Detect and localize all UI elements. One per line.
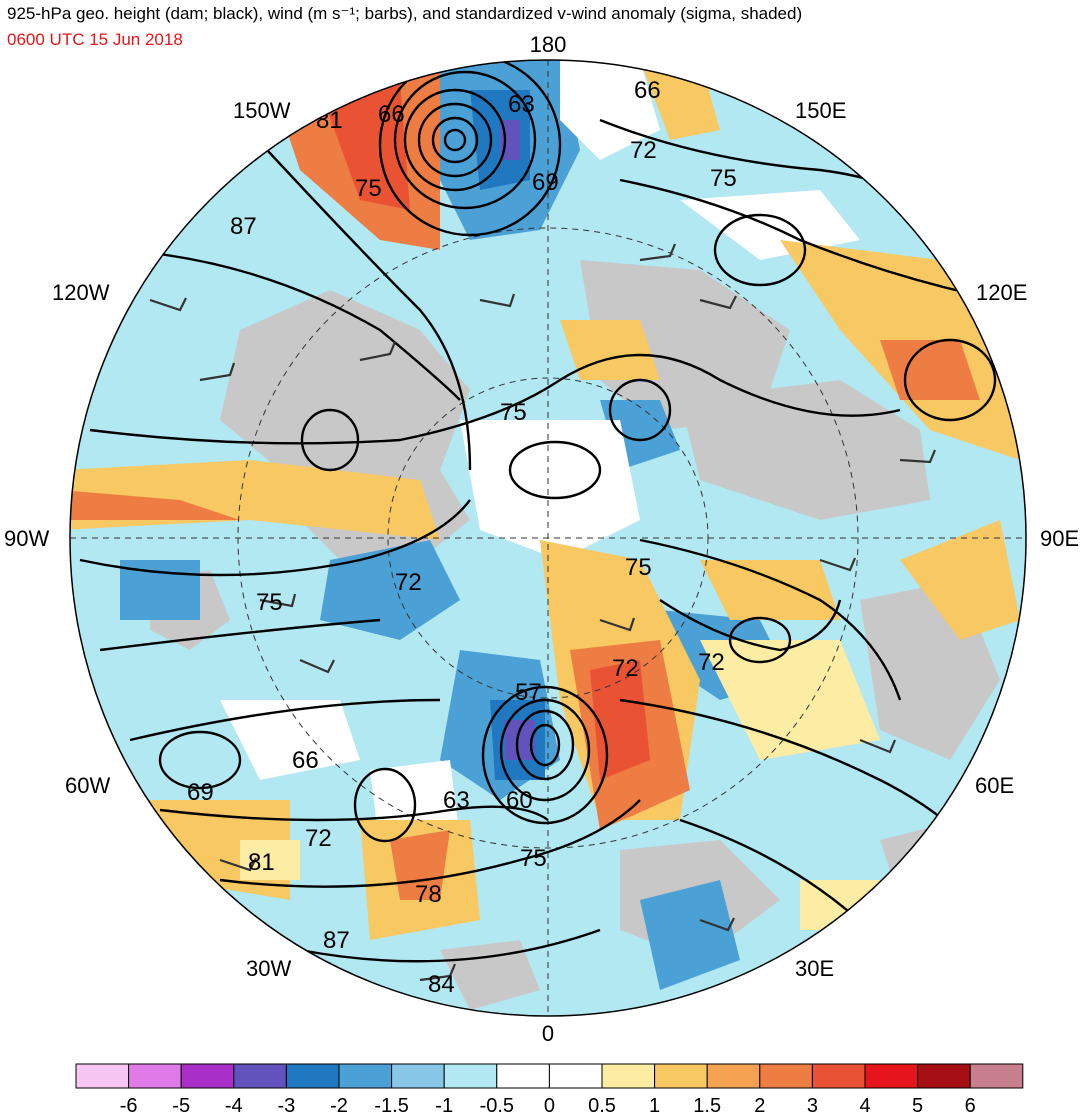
contour-label: 63 [508,91,535,118]
colorbar-swatch [496,1063,550,1089]
colorbar-swatch [759,1063,813,1089]
contour-label: 66 [292,747,319,774]
colorbar-tick-label: -2 [330,1095,348,1112]
map-disc: 81 66 63 66 72 75 75 69 87 75 75 72 72 7… [70,60,1026,1016]
contour-label: 75 [256,589,283,616]
very-strong-positive-anomaly [320,80,650,780]
figure-title: 925-hPa geo. height (dam; black), wind (… [7,4,803,23]
longitude-label-90w: 90W [4,526,49,551]
colorbar-tick-label: -6 [120,1095,138,1112]
contour-label: 66 [634,77,661,104]
colorbar-swatch [128,1063,182,1089]
colorbar-tick-label: -1 [435,1095,453,1112]
colorbar-tick-label: -5 [172,1095,190,1112]
colorbar-swatch [654,1063,708,1089]
wind-barbs [149,243,937,982]
colorbar-swatch [969,1063,1024,1089]
colorbar-tick-label: 1 [649,1095,660,1112]
contour-label: 81 [248,849,275,876]
weak-positive-anomaly [240,640,880,930]
colorbar: -6 -5 -4 -3 -2 -1.5 -1 -0.5 0 0.5 1 1.5 2 3 4 5 6 [75,1063,1024,1112]
colorbar-tick-label: -0.5 [480,1095,514,1112]
longitude-label-30e: 30E [795,956,834,981]
contour-label: 87 [230,213,257,240]
colorbar-swatch [180,1063,235,1089]
colorbar-tick-label: 2 [754,1095,765,1112]
height-contours [79,60,1001,963]
contour-label: 63 [443,787,470,814]
colorbar-swatch [233,1063,287,1089]
colorbar-swatch [338,1063,393,1089]
contour-label: 57 [515,679,542,706]
contour-label: 78 [415,881,442,908]
contour-label: 75 [520,845,547,872]
colorbar-swatch [443,1063,498,1089]
contour-label: 72 [698,649,725,676]
contour-label: 69 [532,169,559,196]
longitude-label-90e: 90E [1040,526,1079,551]
colorbar-tick-label: 5 [912,1095,923,1112]
contour-label: 75 [355,175,382,202]
colorbar-tick-label: 4 [859,1095,870,1112]
colorbar-swatch [391,1063,445,1089]
contour-label: 84 [428,971,455,998]
longitude-label-60w: 60W [65,773,110,798]
graticule [70,60,1026,1016]
contour-label: 66 [378,101,405,128]
contour-label: 75 [625,554,652,581]
longitude-label-180: 180 [530,32,567,57]
contour-label: 69 [187,779,214,806]
longitude-label-0: 0 [542,1021,554,1046]
longitude-labels: 180 0 90W 90E 150W 150E 120W 120E 60W 60… [4,32,1079,1046]
contour-label: 60 [506,787,533,814]
contour-label: 75 [500,399,527,426]
colorbar-tick-label: -4 [225,1095,243,1112]
colorbar-swatch [75,1063,130,1089]
colorbar-tick-label: -3 [278,1095,296,1112]
colorbar-tick-label: 1.5 [693,1095,721,1112]
colorbar-swatch [917,1063,971,1089]
colorbar-tick-label: -1.5 [374,1095,408,1112]
contour-label: 72 [612,655,639,682]
longitude-label-120w: 120W [52,280,110,305]
colorbar-swatch [601,1063,656,1089]
longitude-label-150w: 150W [233,98,291,123]
colorbar-swatch [706,1063,761,1089]
colorbar-tick-label: 6 [965,1095,976,1112]
colorbar-tick-label: 0 [544,1095,555,1112]
contour-label: 87 [323,927,350,954]
colorbar-swatch [864,1063,919,1089]
contour-label: 72 [395,569,422,596]
contour-label: 72 [630,137,657,164]
colorbar-tick-label: 3 [807,1095,818,1112]
contour-labels: 81 66 63 66 72 75 75 69 87 75 75 72 72 7… [187,77,737,998]
colorbar-swatch [548,1063,603,1089]
longitude-label-30w: 30W [246,956,291,981]
contour-label: 75 [710,165,737,192]
map-border [69,59,1027,1017]
valid-time: 0600 UTC 15 Jun 2018 [7,30,183,49]
longitude-label-120e: 120E [976,280,1027,305]
longitude-label-150e: 150E [795,98,846,123]
colorbar-swatch [285,1063,340,1089]
colorbar-tick-label: 0.5 [588,1095,616,1112]
contour-label: 72 [305,825,332,852]
longitude-label-60e: 60E [975,773,1014,798]
contour-label: 81 [316,107,343,134]
colorbar-swatch [811,1063,866,1089]
